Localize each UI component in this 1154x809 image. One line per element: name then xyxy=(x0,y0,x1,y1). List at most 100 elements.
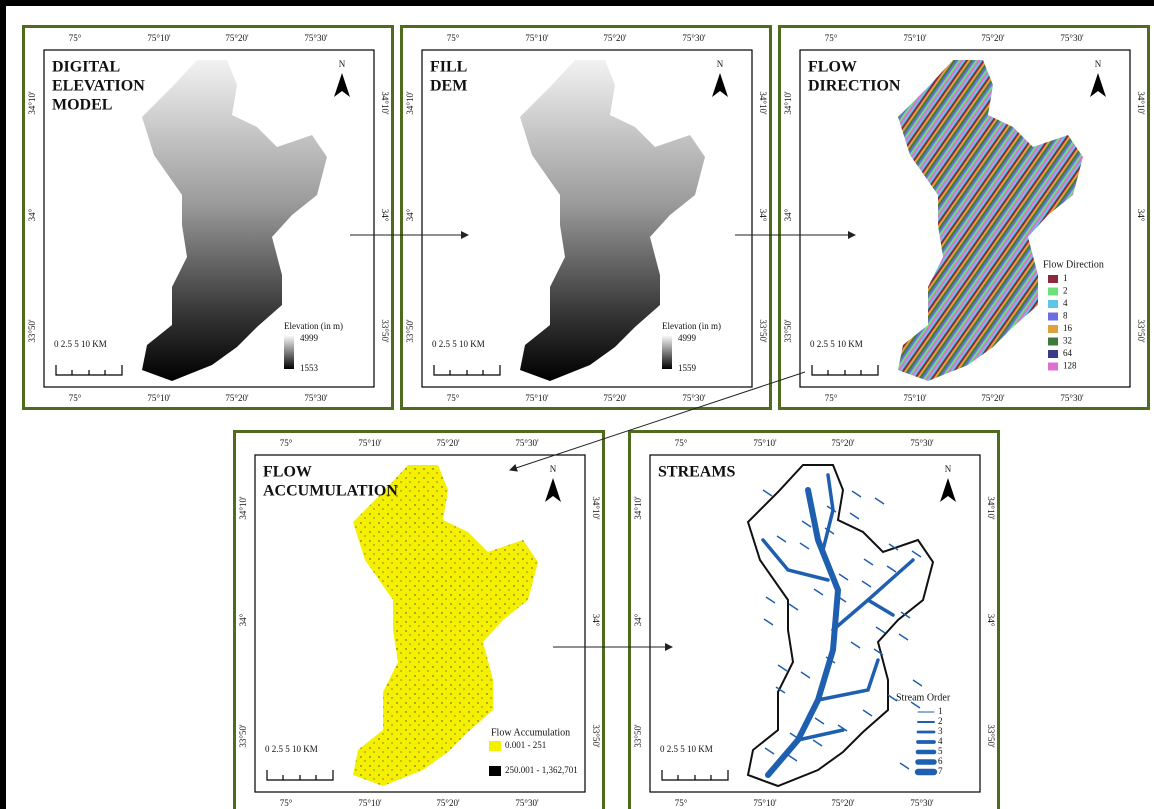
legend-label: 5 xyxy=(938,746,943,756)
lon-label: 75°20' xyxy=(981,393,1005,403)
panel-title: STREAMS xyxy=(658,464,735,481)
lon-label: 75° xyxy=(675,798,688,808)
scale-label: 0 2.5 5 10 KM xyxy=(810,339,863,349)
lat-label: 34°10' xyxy=(758,91,768,115)
lon-label: 75°20' xyxy=(831,438,855,448)
scale-label: 0 2.5 5 10 KM xyxy=(265,744,318,754)
legend-label: 4 xyxy=(938,736,943,746)
legend-swatch xyxy=(1048,325,1058,333)
legend-label: 2 xyxy=(938,716,943,726)
lat-label: 34° xyxy=(591,614,601,627)
panel: 75°75°75°10'75°10'75°20'75°20'75°30'75°3… xyxy=(402,27,771,409)
lat-label: 33°50' xyxy=(633,724,643,748)
lat-label: 34° xyxy=(380,209,390,222)
lon-label: 75°30' xyxy=(910,438,934,448)
legend-swatch xyxy=(489,741,501,751)
legend-label: 1 xyxy=(938,706,943,716)
north-label: N xyxy=(1095,59,1102,69)
lat-label: 34°10' xyxy=(405,91,415,115)
lon-label: 75°10' xyxy=(358,438,382,448)
lon-label: 75°20' xyxy=(981,33,1005,43)
lon-label: 75°20' xyxy=(831,798,855,808)
legend-title: Flow Accumulation xyxy=(491,727,570,738)
legend-swatch xyxy=(1048,300,1058,308)
legend-ramp xyxy=(662,335,672,369)
panel: 75°75°75°10'75°10'75°20'75°20'75°30'75°3… xyxy=(24,27,393,409)
lat-label: 33°50' xyxy=(238,724,248,748)
lon-label: 75° xyxy=(69,33,82,43)
lat-label: 34° xyxy=(405,208,415,221)
lat-label: 33°50' xyxy=(986,724,996,748)
north-label: N xyxy=(945,464,952,474)
legend-swatch xyxy=(1048,363,1058,371)
lon-label: 75°10' xyxy=(903,393,927,403)
legend-label: 1 xyxy=(1063,273,1068,283)
panel-title: DEM xyxy=(430,78,467,95)
legend-label: 6 xyxy=(938,756,943,766)
legend-swatch xyxy=(1048,288,1058,296)
panel-title: FLOW xyxy=(808,59,857,76)
legend-title: Elevation (in m) xyxy=(284,321,343,331)
lat-label: 34° xyxy=(27,208,37,221)
lat-label: 33°50' xyxy=(405,319,415,343)
panel-title: FLOW xyxy=(263,464,312,481)
lon-label: 75°30' xyxy=(515,798,539,808)
legend-label: 7 xyxy=(938,766,943,776)
legend-label: 16 xyxy=(1063,323,1073,333)
legend-label: 32 xyxy=(1063,336,1072,346)
panel: 75°75°75°10'75°10'75°20'75°20'75°30'75°3… xyxy=(780,27,1149,409)
lat-label: 33°50' xyxy=(27,319,37,343)
legend-max: 4999 xyxy=(678,333,697,343)
panel-title: MODEL xyxy=(52,97,112,114)
lon-label: 75° xyxy=(69,393,82,403)
panel-title: DIGITAL xyxy=(52,59,120,76)
north-label: N xyxy=(550,464,557,474)
legend-label: 2 xyxy=(1063,286,1068,296)
legend-label: 8 xyxy=(1063,311,1068,321)
lon-label: 75° xyxy=(675,438,688,448)
panel: 75°75°75°10'75°10'75°20'75°20'75°30'75°3… xyxy=(630,432,999,809)
lat-label: 34°10' xyxy=(986,496,996,520)
legend-label: 64 xyxy=(1063,348,1073,358)
lon-label: 75°20' xyxy=(603,33,627,43)
lon-label: 75°10' xyxy=(525,393,549,403)
lon-label: 75°30' xyxy=(1060,33,1084,43)
legend-label: 250.001 - 1,362,701 xyxy=(505,765,578,775)
lat-label: 34°10' xyxy=(591,496,601,520)
lat-label: 34°10' xyxy=(380,91,390,115)
lat-label: 34°10' xyxy=(27,91,37,115)
lat-label: 34° xyxy=(633,613,643,626)
lon-label: 75°30' xyxy=(682,393,706,403)
legend-min: 1553 xyxy=(300,363,319,373)
lon-label: 75°10' xyxy=(147,33,171,43)
legend-swatch xyxy=(1048,350,1058,358)
lon-label: 75° xyxy=(447,33,460,43)
legend-label: 0.001 - 251 xyxy=(505,740,546,750)
legend-label: 3 xyxy=(938,726,943,736)
legend-ramp xyxy=(284,335,294,369)
lon-label: 75°20' xyxy=(436,438,460,448)
legend-max: 4999 xyxy=(300,333,319,343)
lat-label: 34° xyxy=(758,209,768,222)
lat-label: 34° xyxy=(238,613,248,626)
lon-label: 75°30' xyxy=(304,393,328,403)
lon-label: 75°30' xyxy=(515,438,539,448)
lon-label: 75° xyxy=(825,393,838,403)
lon-label: 75°30' xyxy=(910,798,934,808)
legend-swatch xyxy=(1048,313,1058,321)
lon-label: 75°20' xyxy=(225,33,249,43)
panel-title: ELEVATION xyxy=(52,78,145,95)
lat-label: 33°50' xyxy=(783,319,793,343)
panel-title: ACCUMULATION xyxy=(263,483,398,500)
lat-label: 34°10' xyxy=(1136,91,1146,115)
lat-label: 34°10' xyxy=(633,496,643,520)
lon-label: 75° xyxy=(825,33,838,43)
scale-label: 0 2.5 5 10 KM xyxy=(660,744,713,754)
legend-title: Flow Direction xyxy=(1043,259,1104,270)
legend-label: 4 xyxy=(1063,298,1068,308)
lat-label: 33°50' xyxy=(380,319,390,343)
lon-label: 75°10' xyxy=(753,798,777,808)
lat-label: 34°10' xyxy=(783,91,793,115)
north-label: N xyxy=(339,59,346,69)
lon-label: 75° xyxy=(447,393,460,403)
